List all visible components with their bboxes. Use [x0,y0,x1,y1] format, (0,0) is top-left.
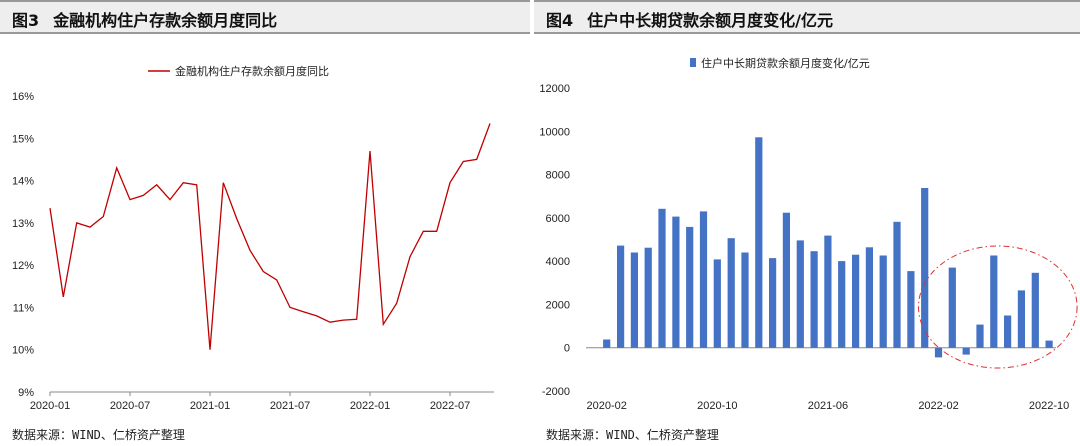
left-source-note: 数据来源：WIND、仁桥资产整理 [12,428,185,442]
right-x-tick-label: 2021-06 [808,400,848,412]
right-x-tick-label: 2020-10 [697,400,737,412]
right-bar [686,226,694,348]
right-bar [658,208,666,348]
right-bar [852,254,860,348]
right-y-tick-label: 8000 [546,170,570,182]
left-y-tick-label: 12% [12,260,34,272]
left-y-tick-label: 13% [12,218,34,230]
right-source-note: 数据来源：WIND、仁桥资产整理 [546,428,719,442]
left-figure-panel: 图3 金融机构住户存款余额月度同比 9% 10% 11% 12% 13% 14% 15% 16%… [0,0,530,446]
right-x-tick-label: 2020-02 [587,400,627,412]
right-bar [824,235,832,348]
left-legend-label: 金融机构住户存款余额月度同比 [175,64,329,78]
left-x-tick-label: 2020-07 [110,400,150,412]
right-bar [879,255,887,348]
left-figure-header: 图3 金融机构住户存款余额月度同比 [0,0,530,34]
right-legend-swatch [690,58,696,67]
right-bar [713,259,721,348]
right-y-tick-label: 10000 [539,126,570,138]
right-bar [838,261,846,348]
left-x-tick-label: 2022-01 [350,400,390,412]
right-bar [769,258,777,348]
right-legend-label: 住户中长期贷款余额月度变化/亿元 [701,56,870,70]
right-bar [907,271,915,348]
left-figure-title: 金融机构住户存款余额月度同比 [53,11,278,30]
right-bar [741,252,749,348]
right-bar [921,188,929,348]
right-bar [630,252,638,348]
right-highlight-ellipse [918,245,1078,369]
left-x-tick-label: 2021-07 [270,400,310,412]
left-y-tick-label: 11% [13,302,34,314]
right-y-tick-label: 0 [564,343,570,355]
left-series-line [49,123,491,350]
right-bar [990,255,998,348]
right-y-tick-label: 12000 [539,83,570,95]
right-y-tick-label: 4000 [546,256,570,268]
right-bar [782,212,790,348]
left-x-tick-label: 2021-01 [190,400,230,412]
left-x-tick-label: 2020-01 [30,400,70,412]
right-bar [755,137,763,348]
right-bar [699,211,708,348]
right-figure-number: 图4 [546,11,574,30]
right-bar [976,324,984,348]
right-bar [727,238,735,348]
right-figure-header: 图4 住户中长期贷款余额月度变化/亿元 [534,0,1080,34]
left-y-tick-label: 16% [12,91,34,103]
right-figure-panel: 图4 住户中长期贷款余额月度变化/亿元 -2000 0 2000 4000 6000 800… [534,0,1080,446]
right-x-tick-label: 2022-10 [1029,400,1069,412]
right-bar [934,347,943,358]
right-bar [603,339,611,348]
right-x-tick-label: 2022-02 [918,400,958,412]
right-bar [617,245,625,348]
right-bar [865,247,873,348]
right-bar [948,267,956,348]
right-bar [644,247,652,348]
right-bar [1045,340,1053,348]
right-bar-chart: -2000 0 2000 4000 6000 8000 10000 12000 2020-02 2… [539,56,1078,412]
right-y-tick-label: 6000 [546,213,570,225]
right-figure-heading: 图4 住户中长期贷款余额月度变化/亿元 [546,7,833,31]
left-x-tick-label: 2022-07 [430,400,470,412]
right-figure-title: 住户中长期贷款余额月度变化/亿元 [587,11,833,30]
left-figure-number: 图3 [12,11,40,30]
left-y-tick-label: 9% [18,387,34,399]
right-bar [1017,290,1025,348]
left-line-chart: 9% 10% 11% 12% 13% 14% 15% 16% 2020-01 2020-07 202… [12,64,494,412]
right-y-tick-label: -2000 [542,386,570,398]
right-bar [962,347,970,355]
left-y-tick-label: 14% [12,176,34,188]
right-bar [672,216,680,348]
right-bar [1031,272,1039,348]
right-bar [796,240,804,348]
left-figure-heading: 图3 金融机构住户存款余额月度同比 [12,7,277,31]
left-y-tick-label: 10% [12,345,34,357]
right-bar [893,221,901,348]
right-bar [810,251,818,348]
right-y-tick-label: 2000 [546,299,570,311]
left-y-tick-label: 15% [12,133,34,145]
right-bar [1004,315,1012,348]
panel-divider [530,0,534,446]
